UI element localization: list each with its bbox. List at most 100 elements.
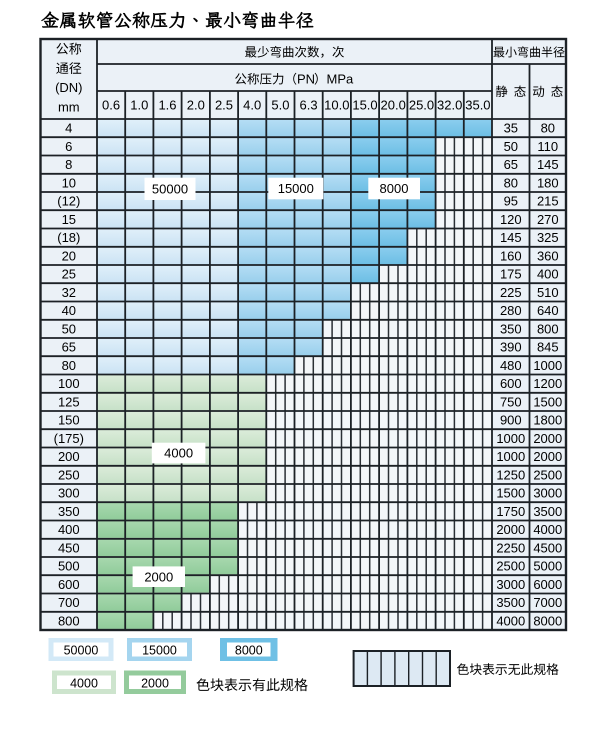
svg-text:280: 280: [500, 303, 522, 318]
svg-text:4000: 4000: [533, 522, 562, 537]
svg-text:50000: 50000: [64, 644, 99, 658]
svg-text:35: 35: [504, 121, 518, 136]
svg-text:95: 95: [504, 194, 518, 209]
svg-text:10: 10: [62, 176, 76, 191]
svg-text:8000: 8000: [533, 614, 562, 629]
svg-text:1500: 1500: [496, 486, 525, 501]
svg-text:50000: 50000: [152, 181, 188, 196]
svg-text:160: 160: [500, 249, 522, 264]
svg-text:4000: 4000: [164, 446, 193, 461]
svg-text:270: 270: [537, 212, 559, 227]
svg-text:15000: 15000: [142, 644, 177, 658]
svg-text:4000: 4000: [496, 614, 525, 629]
svg-text:800: 800: [58, 614, 80, 629]
svg-text:1250: 1250: [496, 468, 525, 483]
svg-text:3000: 3000: [496, 577, 525, 592]
svg-text:15.0: 15.0: [352, 98, 377, 113]
svg-text:6000: 6000: [533, 577, 562, 592]
svg-text:700: 700: [58, 595, 80, 610]
svg-text:400: 400: [58, 522, 80, 537]
svg-text:(12): (12): [57, 194, 80, 209]
svg-text:80: 80: [541, 121, 555, 136]
svg-text:1.0: 1.0: [130, 98, 148, 113]
svg-text:175: 175: [500, 267, 522, 282]
svg-text:4.0: 4.0: [243, 98, 261, 113]
svg-text:20.0: 20.0: [381, 98, 406, 113]
svg-text:50: 50: [62, 322, 76, 337]
svg-text:120: 120: [500, 212, 522, 227]
svg-text:2000: 2000: [533, 449, 562, 464]
svg-text:15: 15: [62, 212, 76, 227]
svg-text:25: 25: [62, 267, 76, 282]
svg-text:4000: 4000: [70, 677, 98, 691]
svg-text:MPa: MPa: [327, 72, 355, 87]
svg-text:8000: 8000: [380, 181, 409, 196]
svg-text:40: 40: [62, 303, 76, 318]
svg-text:150: 150: [58, 413, 80, 428]
svg-text:8: 8: [65, 157, 72, 172]
svg-text:360: 360: [537, 249, 559, 264]
svg-text:250: 250: [58, 468, 80, 483]
svg-text:1000: 1000: [496, 449, 525, 464]
svg-text:2.5: 2.5: [215, 98, 233, 113]
svg-text:4: 4: [65, 121, 72, 136]
svg-text:3500: 3500: [496, 595, 525, 610]
svg-text:1000: 1000: [533, 358, 562, 373]
svg-text:15000: 15000: [278, 181, 314, 196]
svg-text:5.0: 5.0: [271, 98, 289, 113]
svg-text:10.0: 10.0: [324, 98, 349, 113]
svg-text:2500: 2500: [496, 559, 525, 574]
svg-text:2250: 2250: [496, 541, 525, 556]
svg-text:80: 80: [504, 176, 518, 191]
svg-text:6: 6: [65, 139, 72, 154]
svg-text:180: 180: [537, 176, 559, 191]
svg-text:1000: 1000: [496, 431, 525, 446]
svg-text:2500: 2500: [533, 468, 562, 483]
svg-text:750: 750: [500, 395, 522, 410]
svg-text:65: 65: [504, 157, 518, 172]
svg-text:25.0: 25.0: [409, 98, 434, 113]
svg-text:800: 800: [537, 322, 559, 337]
svg-text:80: 80: [62, 358, 76, 373]
svg-text:2000: 2000: [533, 431, 562, 446]
svg-text:325: 325: [537, 230, 559, 245]
svg-text:(DN): (DN): [55, 80, 82, 95]
svg-text:1.6: 1.6: [158, 98, 176, 113]
svg-text:0.6: 0.6: [102, 98, 120, 113]
svg-text:2.0: 2.0: [187, 98, 205, 113]
svg-text:480: 480: [500, 358, 522, 373]
svg-text:110: 110: [537, 139, 558, 154]
svg-text:PN: PN: [297, 72, 315, 87]
svg-text:845: 845: [537, 340, 559, 355]
svg-text:32: 32: [62, 285, 76, 300]
svg-text:35.0: 35.0: [465, 98, 490, 113]
svg-text:500: 500: [58, 559, 80, 574]
svg-text:900: 900: [500, 413, 522, 428]
svg-text:200: 200: [58, 449, 80, 464]
svg-text:6.3: 6.3: [300, 98, 318, 113]
svg-text:(175): (175): [54, 431, 84, 446]
svg-text:600: 600: [500, 376, 522, 391]
svg-text:4500: 4500: [533, 541, 562, 556]
svg-text:50: 50: [504, 139, 518, 154]
svg-text:450: 450: [58, 541, 80, 556]
svg-text:390: 390: [500, 340, 522, 355]
svg-text:7000: 7000: [533, 595, 562, 610]
svg-text:145: 145: [500, 230, 522, 245]
svg-text:1750: 1750: [496, 504, 525, 519]
svg-text:350: 350: [58, 504, 80, 519]
svg-text:1200: 1200: [533, 376, 562, 391]
svg-text:mm: mm: [58, 100, 80, 115]
svg-text:(18): (18): [57, 230, 80, 245]
svg-text:100: 100: [58, 376, 80, 391]
svg-text:225: 225: [500, 285, 522, 300]
svg-text:640: 640: [537, 303, 559, 318]
svg-text:20: 20: [62, 249, 76, 264]
svg-text:2000: 2000: [141, 677, 169, 691]
svg-text:215: 215: [537, 194, 559, 209]
svg-text:145: 145: [537, 157, 559, 172]
svg-text:600: 600: [58, 577, 80, 592]
svg-text:2000: 2000: [496, 522, 525, 537]
svg-text:5000: 5000: [533, 559, 562, 574]
svg-text:65: 65: [62, 340, 76, 355]
